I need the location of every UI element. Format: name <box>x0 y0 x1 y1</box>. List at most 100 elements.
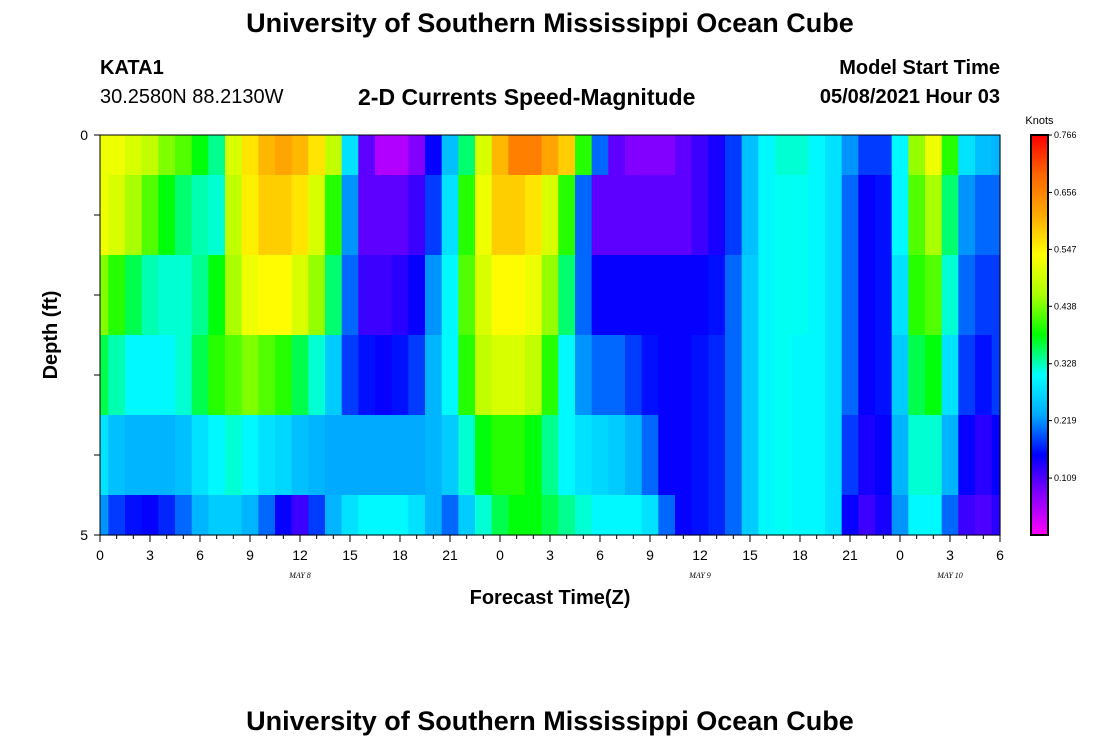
heatmap-cell <box>325 255 343 336</box>
station-coordinates: 30.2580N 88.2130W <box>100 86 284 108</box>
heatmap-cell <box>491 135 509 176</box>
heatmap-cell <box>958 415 976 496</box>
heatmap-cell <box>358 255 376 336</box>
heatmap-cell <box>575 415 593 496</box>
date-label: MAY 9 <box>688 571 711 580</box>
heatmap-cell <box>208 135 226 176</box>
heatmap-cell <box>175 175 193 256</box>
heatmap-cell <box>325 415 343 496</box>
heatmap-cell <box>575 175 593 256</box>
heatmap-cell <box>491 415 509 496</box>
heatmap-cell <box>241 175 259 256</box>
colorbar-strip <box>1030 134 1049 536</box>
heatmap-cell <box>308 495 326 536</box>
heatmap-cell <box>558 415 576 496</box>
heatmap-cell <box>100 135 109 176</box>
heatmap-cell <box>258 335 276 416</box>
heatmap-cell <box>608 335 626 416</box>
heatmap-cell <box>458 335 476 416</box>
heatmap-cell <box>475 335 493 416</box>
heatmap-cell <box>741 335 759 416</box>
heatmap-cell <box>975 175 993 256</box>
heatmap-cell <box>391 495 409 536</box>
heatmap-cell <box>975 495 993 536</box>
heatmap-cell <box>308 255 326 336</box>
heatmap-cell <box>825 135 843 176</box>
heatmap-cell <box>675 135 693 176</box>
footer-title: University of Southern Mississippi Ocean… <box>246 706 854 736</box>
heatmap-cell <box>391 415 409 496</box>
heatmap-cell <box>658 135 676 176</box>
heatmap-cell <box>941 415 959 496</box>
heatmap-cell <box>691 415 709 496</box>
heatmap-cell <box>925 415 943 496</box>
heatmap-cell <box>208 335 226 416</box>
heatmap-cell <box>991 335 1001 416</box>
heatmap-cell <box>441 175 459 256</box>
heatmap-cell <box>658 255 676 336</box>
heatmap-cell <box>808 175 826 256</box>
heatmap-cell <box>441 415 459 496</box>
heatmap-cell <box>191 255 209 336</box>
heatmap-cell <box>891 135 909 176</box>
x-tick-label: 0 <box>496 547 504 563</box>
heatmap-cell <box>408 175 426 256</box>
heatmap-cell <box>408 335 426 416</box>
heatmap-cell <box>958 135 976 176</box>
heatmap-cell <box>858 335 876 416</box>
x-tick-label: 3 <box>946 547 954 563</box>
heatmap-cell <box>875 175 893 256</box>
heatmap-cell <box>391 135 409 176</box>
heatmap-cell <box>941 495 959 536</box>
heatmap-cell <box>641 415 659 496</box>
heatmap-cell <box>191 495 209 536</box>
heatmap-cell <box>875 415 893 496</box>
heatmap-cell <box>575 255 593 336</box>
heatmap-cell <box>991 255 1001 336</box>
heatmap-cell <box>491 175 509 256</box>
heatmap-cell <box>425 255 443 336</box>
heatmap-cell <box>975 335 993 416</box>
heatmap-cell <box>541 495 559 536</box>
heatmap-cell <box>541 175 559 256</box>
heatmap-cell <box>891 495 909 536</box>
heatmap-cell <box>591 335 609 416</box>
heatmap-cell <box>358 175 376 256</box>
colorbar-tick-label: 0.219 <box>1054 416 1077 426</box>
heatmap-cell <box>241 255 259 336</box>
heatmap-cell <box>858 415 876 496</box>
x-tick-label: 6 <box>196 547 204 563</box>
heatmap-cell <box>725 175 743 256</box>
heatmap-cell <box>408 255 426 336</box>
heatmap-cell <box>158 255 176 336</box>
heatmap-cell <box>691 175 709 256</box>
heatmap-cell <box>275 495 293 536</box>
heatmap-cell <box>108 135 126 176</box>
heatmap-cell <box>658 335 676 416</box>
x-tick-label: 6 <box>996 547 1004 563</box>
heatmap-cell <box>158 415 176 496</box>
heatmap-cell <box>125 415 143 496</box>
heatmap-cell <box>908 175 926 256</box>
heatmap-cell <box>141 495 159 536</box>
x-tick-label: 21 <box>442 547 458 563</box>
heatmap-cell <box>458 255 476 336</box>
heatmap-cell <box>141 175 159 256</box>
heatmap-cell <box>941 175 959 256</box>
heatmap-cell <box>458 415 476 496</box>
heatmap-cell <box>608 255 626 336</box>
heatmap-cell <box>675 495 693 536</box>
heatmap-cell <box>675 415 693 496</box>
heatmap-cell <box>891 255 909 336</box>
heatmap-cell <box>675 335 693 416</box>
heatmap-cell <box>791 135 809 176</box>
x-tick-label: 3 <box>546 547 554 563</box>
heatmap-cell <box>658 495 676 536</box>
heatmap-cell <box>791 255 809 336</box>
heatmap-cell <box>858 255 876 336</box>
heatmap-cell <box>341 255 359 336</box>
heatmap-cell <box>341 495 359 536</box>
heatmap-cell <box>925 135 943 176</box>
model-start-label: Model Start Time <box>839 57 1000 79</box>
heatmap-cell <box>825 415 843 496</box>
